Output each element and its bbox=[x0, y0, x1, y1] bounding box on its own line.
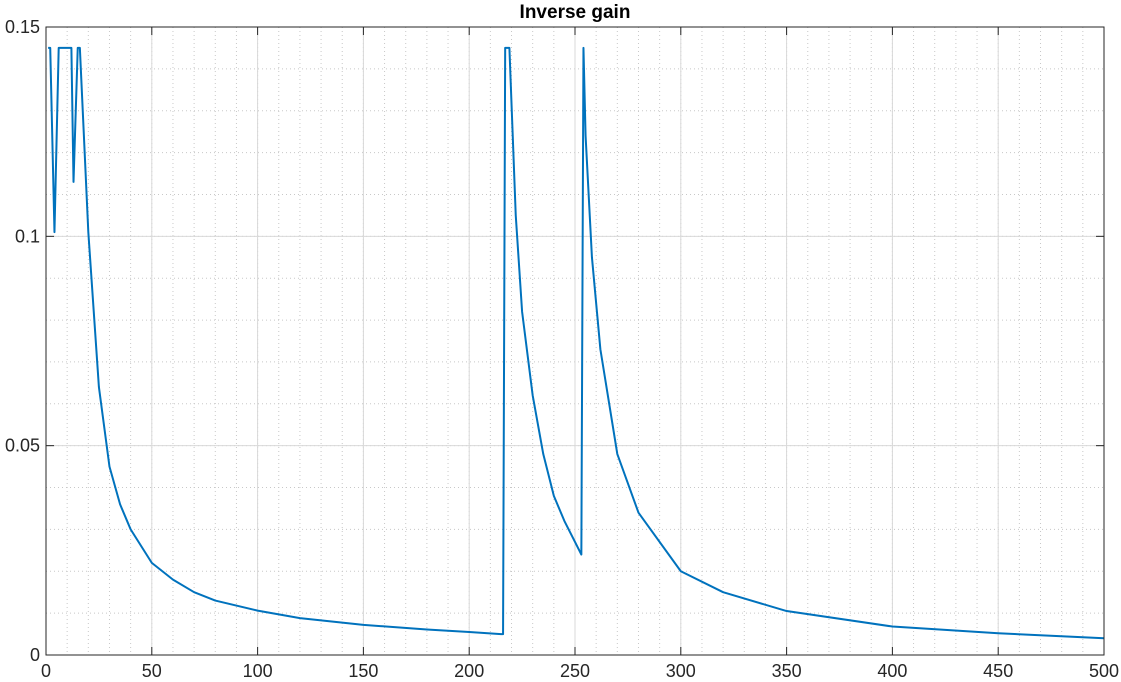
x-tick-label: 150 bbox=[348, 661, 378, 681]
x-tick-label: 450 bbox=[983, 661, 1013, 681]
series-layer bbox=[48, 46, 1105, 640]
tick-marks bbox=[45, 26, 1105, 656]
y-tick-label: 0.05 bbox=[5, 436, 40, 456]
x-tick-labels: 0 50 100 150 200 250 300 350 400 450 500 bbox=[41, 661, 1119, 681]
x-tick-label: 500 bbox=[1089, 661, 1119, 681]
y-tick-label: 0.15 bbox=[5, 17, 40, 37]
x-tick-label: 100 bbox=[243, 661, 273, 681]
y-tick-label: 0 bbox=[30, 645, 40, 665]
x-tick-label: 300 bbox=[666, 661, 696, 681]
x-tick-label: 400 bbox=[877, 661, 907, 681]
y-tick-label: 0.1 bbox=[15, 226, 40, 246]
series-line bbox=[48, 46, 1105, 640]
x-tick-label: 50 bbox=[142, 661, 162, 681]
x-tick-label: 0 bbox=[41, 661, 51, 681]
x-tick-label: 250 bbox=[560, 661, 590, 681]
x-tick-label: 350 bbox=[772, 661, 802, 681]
chart-title: Inverse gain bbox=[520, 2, 631, 23]
y-tick-labels: 0 0.05 0.1 0.15 bbox=[5, 17, 40, 665]
x-tick-label: 200 bbox=[454, 661, 484, 681]
